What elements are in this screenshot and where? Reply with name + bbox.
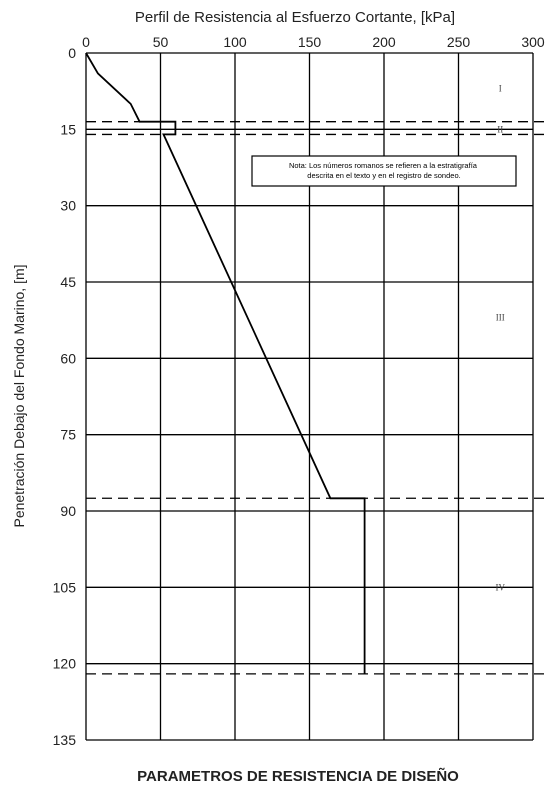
chart-subtitle: PARAMETROS DE RESISTENCIA DE DISEÑO (137, 767, 459, 785)
y-tick-label: 0 (68, 45, 76, 61)
layer-boundaries (86, 121, 545, 675)
y-tick-label: 15 (60, 121, 76, 137)
layer-label: IV (495, 582, 505, 592)
y-tick-label: 75 (60, 427, 76, 443)
y-tick-labels: 0 15 30 45 60 75 90 105 120 135 (53, 45, 77, 748)
note-line-1: Nota: Los números romanos se refieren a … (289, 161, 478, 170)
layer-label: III (496, 313, 505, 323)
series (85, 52, 366, 674)
x-tick-label: 100 (223, 34, 247, 50)
layer-label: I (499, 84, 502, 94)
y-tick-label: 30 (60, 198, 76, 214)
strength-profile-line (85, 52, 366, 674)
y-tick-label: 60 (60, 350, 76, 366)
note-line-2: descrita en el texto y en el registro de… (307, 171, 460, 180)
note-box-border (251, 155, 517, 187)
note-text: Nota: Los números romanos se refieren a … (289, 161, 479, 180)
x-tick-label: 50 (153, 34, 169, 50)
y-tick-label: 135 (53, 732, 77, 748)
x-tick-label: 0 (82, 34, 90, 50)
chart-title: Perfil de Resistencia al Esfuerzo Cortan… (135, 9, 455, 26)
x-tick-label: 150 (298, 34, 322, 50)
y-tick-label: 90 (60, 503, 76, 519)
y-tick-label: 105 (53, 579, 77, 595)
x-tick-labels: 0 50 100 150 200 250 300 (82, 34, 545, 50)
x-tick-label: 200 (372, 34, 396, 50)
x-tick-label: 300 (521, 34, 545, 50)
y-tick-label: 45 (60, 274, 76, 290)
x-tick-label: 250 (447, 34, 471, 50)
layer-label: II (497, 124, 503, 134)
y-tick-label: 120 (53, 656, 77, 672)
note-box: Nota: Los números romanos se refieren a … (251, 155, 517, 187)
y-axis-label: Penetración Debajo del Fondo Marino, [m] (11, 264, 27, 527)
